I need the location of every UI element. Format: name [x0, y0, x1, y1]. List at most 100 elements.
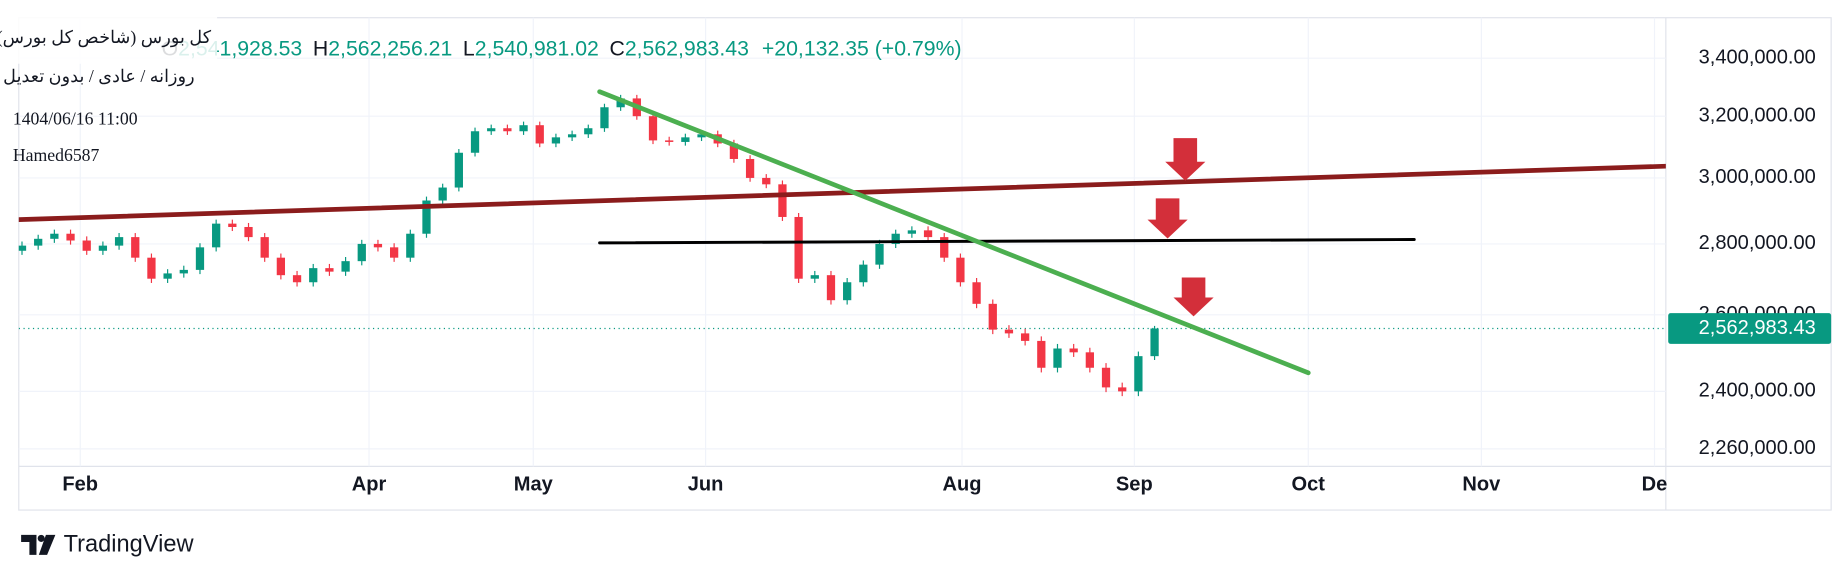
candle-body: [681, 137, 690, 142]
ohlc-legend: O2,541,928.53 H2,562,256.21 L2,540,981.0…: [162, 36, 962, 60]
x-tick-label: Feb: [62, 474, 98, 496]
close-value: 2,562,983.43: [625, 36, 749, 60]
candle-body: [923, 230, 933, 238]
candle-body: [50, 233, 59, 239]
chart-subtitle: روزانه / عادی / بدون تعدیل: [3, 66, 195, 87]
x-tick-label: De: [1642, 474, 1668, 496]
candle-body: [762, 177, 771, 185]
candle-body: [18, 245, 27, 251]
candle-body: [163, 273, 172, 279]
candle-body: [535, 125, 544, 144]
candle-body: [1053, 348, 1062, 368]
candle-body: [341, 261, 350, 272]
x-tick-label: Jun: [688, 474, 724, 496]
ohlc-text: O2,541,928.53 H2,562,256.21 L2,540,981.0…: [162, 36, 962, 60]
logo-mark: [21, 534, 37, 555]
candle-body: [1037, 340, 1046, 368]
candle-body: [179, 269, 188, 274]
y-tick-label: 3,200,000.00: [1699, 104, 1816, 126]
candle-body: [665, 140, 674, 142]
candle-body: [373, 243, 383, 248]
down-arrow: [1165, 138, 1206, 181]
candle-body: [66, 233, 75, 241]
candle-body: [794, 216, 803, 279]
title-backdrop: [1, 16, 218, 64]
candle-body: [1085, 352, 1094, 368]
close-label: C: [609, 36, 624, 60]
candle-body: [422, 200, 431, 234]
candle-body: [956, 257, 965, 283]
y-tick-label: 2,260,000.00: [1699, 437, 1816, 459]
x-tick-label: Nov: [1462, 474, 1501, 496]
candle-body: [826, 275, 836, 301]
candle-body: [843, 282, 852, 301]
x-tick-label: Sep: [1116, 474, 1153, 496]
candle-body: [584, 128, 593, 135]
y-tick-label: 3,400,000.00: [1699, 46, 1816, 68]
x-tick-label: Apr: [352, 474, 387, 496]
candle-body: [503, 128, 512, 132]
candle-body: [470, 131, 480, 153]
candle-body: [616, 98, 625, 108]
candle-body: [729, 143, 739, 159]
change-value: +20,132.35 (+0.79%): [762, 36, 962, 60]
candle-body: [1101, 367, 1111, 388]
candle-body: [131, 237, 140, 258]
candle-body: [891, 233, 900, 244]
logo-mark: [37, 534, 45, 542]
low-label: L: [463, 36, 475, 60]
candle-body: [907, 230, 917, 234]
candle-body: [244, 226, 253, 238]
plot-area: [18, 89, 1666, 397]
candle-body: [357, 243, 366, 262]
candle-body: [519, 125, 528, 132]
candle-body: [1150, 328, 1159, 357]
candle-body: [389, 247, 399, 258]
candle-body: [82, 240, 91, 251]
x-tick-label: Oct: [1292, 474, 1326, 496]
candle-body: [406, 233, 415, 258]
last-price-label: 2,562,983.43: [1699, 317, 1816, 339]
axes: 2,260,000.002,400,000.002,600,000.002,80…: [62, 46, 1832, 496]
candle-body: [228, 223, 237, 227]
arrow-annotations: [1147, 138, 1214, 317]
trend-line: [18, 163, 1666, 222]
chart-frame: [18, 17, 1832, 511]
high-label: H: [313, 36, 328, 60]
x-tick-label: Aug: [943, 474, 982, 496]
candle-body: [940, 237, 949, 258]
brand-name: TradingView: [64, 532, 195, 558]
candle-body: [98, 245, 108, 251]
x-tick-label: May: [514, 474, 554, 496]
brand-logo: [21, 534, 56, 555]
candle-body: [454, 152, 463, 188]
y-tick-label: 2,400,000.00: [1699, 380, 1816, 402]
candle-body: [648, 116, 658, 141]
candle-body: [276, 257, 286, 276]
candle-body: [260, 237, 269, 258]
candle-body: [292, 275, 302, 283]
candle-body: [988, 303, 997, 330]
candle-body: [212, 223, 221, 248]
low-value: 2,540,981.02: [475, 36, 599, 60]
last-price-box: [1668, 313, 1832, 344]
candle-body: [567, 134, 577, 138]
high-value: 2,562,256.21: [328, 36, 452, 60]
candle-body: [438, 187, 447, 201]
timestamp: 1404/06/16 11:00: [13, 108, 138, 128]
candle-body: [551, 137, 561, 144]
candle-body: [859, 264, 868, 283]
logo-mark: [38, 534, 56, 555]
trend-line: [597, 89, 1311, 376]
chart-title: کل بورس (شاخص کل بورس): [0, 27, 212, 48]
candle-body: [810, 275, 819, 279]
candle-body: [325, 268, 334, 272]
y-tick-label: 2,800,000.00: [1699, 232, 1816, 254]
author: Hamed6587: [13, 145, 100, 165]
candle-body: [1069, 348, 1078, 353]
candle-body: [114, 237, 124, 246]
candle-body: [972, 282, 981, 304]
trend-line: [598, 238, 1416, 245]
